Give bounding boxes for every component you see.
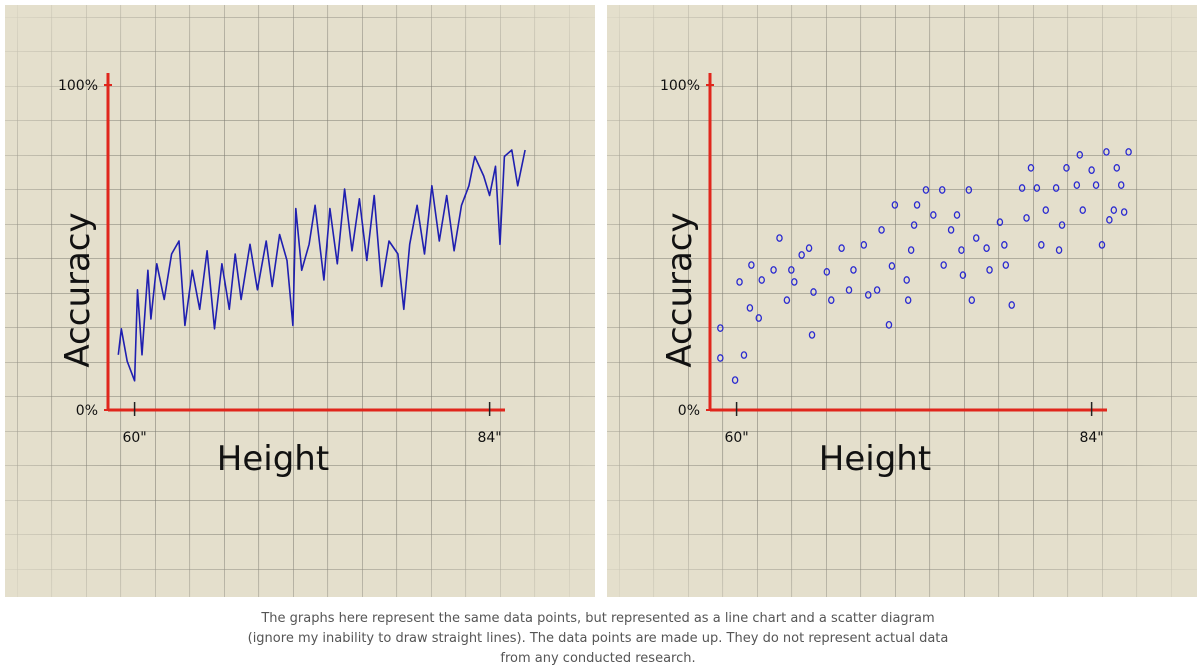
y-tick-label: 100% [660,78,700,94]
line-chart-panel: 60" 84" 0% 100% Height Accuracy [5,5,595,597]
x-tick-label: 60" [724,430,748,446]
data-point [986,266,993,274]
data-point [1113,164,1121,172]
data-point [1023,214,1030,222]
data-point [1008,301,1015,309]
data-point [891,201,899,209]
data-point [850,266,857,274]
scatter-chart-panel: 60" 84" 0% 100% Height Accuracy [607,5,1197,597]
data-point [736,278,743,286]
data-point [888,262,896,270]
data-point [823,268,831,276]
data-point [873,286,881,294]
data-point [968,296,976,304]
y-axis-label: Accuracy [660,212,700,367]
data-point [1106,216,1113,224]
data-point [983,244,990,252]
data-point [783,296,791,304]
data-point [940,261,947,269]
data-point [878,226,885,234]
data-point [717,354,724,362]
data-point [845,286,853,294]
data-point [958,246,965,254]
data-point [758,276,765,284]
vignette [5,5,595,597]
x-tick-label: 84" [1079,430,1103,446]
data-point [808,331,816,339]
data-point [828,296,835,304]
data-point [1055,246,1063,254]
data-point [938,186,946,194]
data-point [1018,184,1026,192]
y-tick-label: 0% [678,403,700,419]
data-point [913,201,921,209]
data-point [947,226,955,234]
y-tick-label: 100% [58,78,98,94]
data-point [1001,241,1008,249]
data-point [748,261,755,269]
data-point [731,376,739,384]
data-point [1042,206,1050,214]
data-point [1038,241,1045,249]
data-point [717,324,724,332]
data-point [910,221,918,229]
data-point [791,278,798,286]
data-point [1098,241,1106,249]
data-point [1063,164,1070,172]
data-point [1076,151,1084,159]
data-point [770,266,777,274]
data-point [1033,184,1041,192]
caption: The graphs here represent the same data … [247,611,949,666]
data-point [810,288,817,296]
x-axis-label: Height [819,439,931,479]
x-tick-label: 84" [477,430,501,446]
data-point [972,234,980,242]
data-point [1117,181,1125,189]
data-point [746,304,754,312]
data-point [755,314,763,322]
data-point [907,246,915,254]
data-point [838,244,845,252]
data-point [1092,181,1100,189]
data-line [117,149,526,382]
data-point [1125,148,1132,156]
data-point [922,186,930,194]
data-point [798,251,805,259]
data-point [860,241,868,249]
data-point [1002,261,1010,269]
y-tick-label: 0% [76,403,98,419]
data-point [903,276,910,284]
data-point [1058,221,1066,229]
data-point [953,211,961,219]
data-point [930,211,937,219]
data-point [788,266,795,274]
y-axis-label: Accuracy [58,212,98,367]
data-point [740,351,748,359]
data-point [1088,166,1095,174]
data-point [1103,148,1110,156]
data-point [805,244,813,252]
vignette [607,5,1197,597]
data-point [996,218,1004,226]
data-point [864,291,872,299]
data-point [959,271,967,279]
data-point [776,234,783,242]
x-tick-label: 60" [122,430,146,446]
data-point [1073,181,1081,189]
data-point [1052,184,1060,192]
x-axis-label: Height [217,439,329,479]
data-point [1027,164,1035,172]
data-point [885,320,893,329]
data-point [1079,206,1086,214]
data-point [1120,208,1128,216]
data-point [965,186,973,194]
data-point [1110,206,1118,214]
data-point [904,296,912,304]
